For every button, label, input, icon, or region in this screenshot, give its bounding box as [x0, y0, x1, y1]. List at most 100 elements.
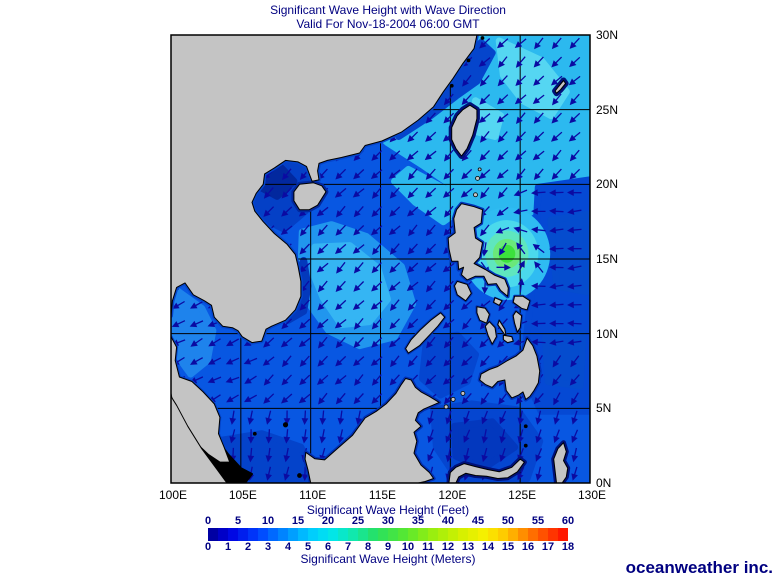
wave-arrow — [497, 187, 508, 199]
colorbar-cell — [228, 528, 238, 541]
colorbar-cell — [308, 528, 318, 541]
meter-tick-13: 13 — [461, 541, 475, 553]
feet-tick-60: 60 — [561, 515, 575, 527]
wave-arrow — [552, 149, 562, 162]
wave-arrow — [515, 75, 527, 87]
wave-arrow — [514, 38, 527, 49]
wave-arrow — [531, 338, 546, 346]
meter-tick-18: 18 — [561, 541, 575, 553]
wave-arrow — [247, 447, 255, 463]
wave-arrow — [425, 280, 436, 293]
meter-tick-5: 5 — [304, 541, 312, 553]
lat-label-0N: 0N — [596, 476, 612, 490]
wave-arrow — [388, 225, 401, 236]
wave-arrow — [244, 375, 257, 384]
wave-arrow — [318, 392, 328, 405]
wave-arrow — [496, 113, 509, 123]
wave-arrow — [567, 245, 582, 253]
wave-arrow — [283, 429, 291, 444]
wave-arrow — [171, 320, 186, 328]
wave-arrow — [550, 131, 563, 142]
wave-arrow — [319, 429, 327, 444]
wave-arrow — [531, 226, 546, 234]
ocean-patch-gulf-thailand-light — [171, 286, 217, 378]
wave-arrow — [531, 282, 546, 290]
land-china-indochina — [171, 35, 478, 344]
wave-arrow — [389, 374, 400, 386]
wave-arrow — [442, 374, 455, 385]
wave-arrow — [299, 243, 310, 255]
wave-arrow — [496, 169, 509, 179]
wave-arrow — [551, 56, 563, 68]
wave-arrow — [571, 466, 578, 481]
wave-arrow — [352, 300, 365, 310]
wave-arrow — [389, 187, 400, 199]
wave-arrow — [335, 280, 346, 292]
wave-arrow — [567, 264, 582, 271]
colorbar-cell — [488, 528, 498, 541]
wave-arrow — [461, 392, 472, 405]
wave-arrow — [460, 300, 473, 311]
wave-arrow — [553, 392, 561, 406]
wave-arrow — [570, 355, 580, 368]
wave-arrow — [352, 188, 365, 198]
wave-arrow — [316, 374, 329, 385]
colorbar-cell — [388, 528, 398, 541]
land-mindanao — [479, 337, 541, 400]
wave-arrow — [535, 448, 543, 462]
lon-label-110E: 110E — [299, 488, 327, 502]
colorbar-cell — [368, 528, 378, 541]
wave-arrow — [262, 356, 275, 366]
wave-arrow — [567, 320, 582, 327]
wave-arrow — [189, 320, 204, 328]
wave-arrow — [407, 131, 419, 143]
wave-arrow — [532, 94, 545, 104]
wave-arrow — [461, 336, 472, 349]
legend-feet-title: Significant Wave Height (Feet) — [306, 503, 470, 517]
islet-sangihe-2 — [523, 443, 528, 448]
wave-arrow — [553, 410, 560, 425]
wave-arrow — [389, 206, 401, 217]
feet-tick-20: 20 — [321, 515, 335, 527]
wave-arrow — [462, 318, 472, 330]
wave-arrow — [190, 301, 204, 309]
wave-arrow — [534, 261, 544, 273]
wave-arrow — [243, 357, 258, 365]
wave-arrow — [496, 206, 509, 217]
wave-arrow — [478, 113, 491, 123]
wave-arrow — [281, 374, 292, 386]
colorbar-cell — [288, 528, 298, 541]
wave-arrow — [427, 429, 434, 444]
wave-arrow — [244, 394, 258, 403]
colorbar-cell — [448, 528, 458, 541]
wave-arrow — [334, 318, 347, 329]
wave-arrow — [443, 392, 454, 405]
wave-arrow — [535, 429, 542, 444]
wave-arrow — [317, 355, 328, 367]
land-okinawa — [554, 80, 567, 94]
wave-arrow — [334, 243, 347, 254]
wave-arrow — [499, 429, 506, 444]
wave-arrow — [334, 374, 347, 385]
meter-tick-3: 3 — [264, 541, 272, 553]
wave-arrow — [567, 339, 582, 346]
wave-arrow — [479, 355, 490, 368]
lon-label-120E: 120E — [438, 488, 467, 502]
colorbar-cell — [278, 528, 288, 541]
wave-arrow — [481, 410, 489, 425]
wave-arrow — [479, 94, 491, 105]
land-panay — [476, 306, 490, 324]
wave-arrow — [281, 206, 293, 217]
wave-arrow — [550, 75, 563, 86]
wave-arrow — [408, 224, 418, 237]
meter-tick-4: 4 — [284, 541, 292, 553]
wave-arrow — [335, 392, 346, 405]
wave-arrow — [371, 393, 383, 404]
ocean-patch-phil-sea-band-2 — [541, 330, 587, 390]
wave-arrow — [317, 224, 328, 237]
wave-arrow — [551, 168, 562, 180]
wave-arrow — [463, 410, 470, 425]
wave-arrow — [549, 301, 564, 309]
wave-arrow — [516, 242, 526, 255]
wave-arrow — [370, 225, 383, 236]
